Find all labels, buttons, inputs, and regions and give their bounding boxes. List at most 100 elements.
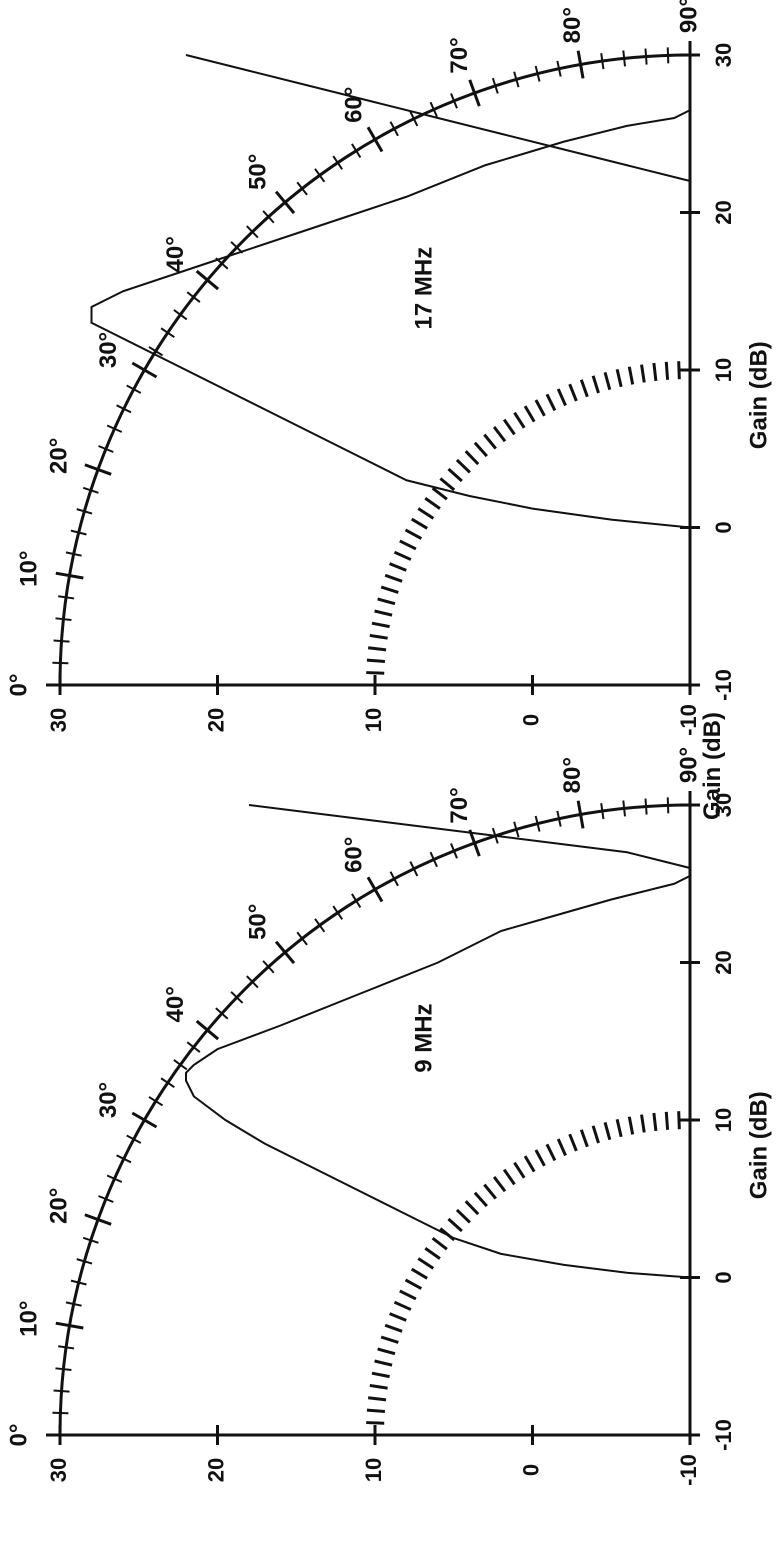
arc-tick — [82, 486, 99, 494]
reference-arc-tick — [534, 1149, 546, 1167]
reference-arc-tick — [534, 399, 546, 417]
arc-tick — [389, 121, 399, 137]
y-tick-label: 10 — [361, 1458, 386, 1482]
arc-tick — [351, 893, 362, 909]
reference-arc-tick — [591, 1125, 600, 1144]
arc-tick — [296, 931, 308, 946]
arc-tick — [230, 991, 244, 1004]
arc-tick — [409, 111, 419, 127]
arc-tick — [173, 309, 188, 321]
arc-tick — [186, 291, 201, 303]
angle-label: 70° — [446, 787, 473, 823]
arc-tick — [274, 190, 296, 215]
x-tick-label: 30 — [711, 43, 736, 67]
y-tick-label: 30 — [46, 708, 71, 732]
y-tick-label: 0 — [518, 1464, 543, 1476]
reference-arc-tick — [424, 1247, 441, 1260]
angle-label: 60° — [340, 837, 367, 873]
arc-tick — [450, 93, 458, 109]
arc-tick — [351, 143, 362, 159]
arc-tick — [98, 1195, 114, 1203]
arc-tick — [600, 803, 605, 820]
arc-tick — [58, 1345, 75, 1350]
reference-arc-tick — [367, 646, 387, 652]
reference-arc-tick — [410, 1267, 428, 1280]
arc-tick — [106, 1174, 123, 1183]
arc-tick — [622, 50, 626, 67]
arc-tick — [576, 50, 585, 79]
y-tick-label: 0 — [518, 714, 543, 726]
reference-arc-tick — [455, 458, 471, 474]
reference-arc-tick — [615, 1118, 623, 1138]
reference-arc-tick — [377, 1347, 396, 1356]
reference-arc-tick — [366, 1421, 385, 1425]
reference-arc-tick — [640, 1114, 646, 1133]
reference-arc-tick — [404, 1278, 423, 1290]
arc-tick — [76, 1258, 93, 1265]
reference-arc-tick — [627, 1116, 635, 1135]
arc-tick — [450, 843, 458, 859]
angle-label: 30° — [95, 332, 122, 368]
y-tick-label: 20 — [203, 708, 228, 732]
reference-arc-tick — [502, 418, 516, 436]
reference-arc-tick — [367, 1396, 387, 1402]
reference-arc-tick — [377, 597, 396, 606]
arc-tick — [366, 876, 384, 903]
reference-arc-tick — [652, 362, 658, 382]
angle-label: 60° — [340, 87, 367, 123]
shared-ylabel: Gain (dB) — [699, 712, 726, 820]
arc-tick — [82, 1236, 99, 1244]
arc-tick — [53, 1389, 70, 1393]
reference-arc-tick — [664, 1111, 670, 1130]
angle-label: 20° — [46, 438, 73, 474]
arc-tick — [429, 101, 438, 118]
reference-arc-tick — [545, 393, 557, 412]
arc-tick — [534, 815, 541, 832]
reference-arc-tick — [502, 1168, 516, 1186]
reference-arc-tick — [424, 497, 441, 510]
arc-tick — [195, 1019, 220, 1041]
reference-arc-tick — [664, 361, 670, 380]
arc-tick — [173, 1059, 188, 1071]
reference-arc-tick — [417, 507, 435, 520]
reference-arc-tick — [431, 1237, 448, 1251]
angle-label: 10° — [16, 551, 43, 587]
reference-arc-tick — [384, 573, 403, 583]
chart-panel-9mhz: Gain (dB) 0° 10° 20° 30° 40° 50° 60° 70° 80° 90° -… — [5, 712, 772, 1486]
reference-arc-tick — [431, 487, 448, 501]
reference-arc-tick — [393, 1300, 412, 1311]
arc-tick — [126, 1134, 142, 1144]
reference-arc-tick — [417, 1257, 435, 1270]
reference-arc-tick — [374, 609, 393, 617]
angle-label: 80° — [559, 7, 586, 43]
arc-tick — [468, 829, 481, 857]
arc-tick — [262, 960, 275, 974]
reference-arc-tick — [523, 1155, 536, 1173]
arc-tick — [186, 1041, 201, 1053]
reference-arc-tick — [677, 1111, 681, 1130]
arc-tick — [195, 269, 220, 291]
angle-label: 20° — [46, 1188, 73, 1224]
panel-title: 9 MHz — [411, 1003, 438, 1072]
angle-label: 70° — [446, 37, 473, 73]
reference-arc-tick — [603, 371, 612, 391]
reference-arc-tick — [366, 1408, 386, 1414]
x-tick-label: 0 — [711, 521, 736, 533]
reference-arc-tick — [677, 361, 681, 380]
x-tick-label: 0 — [711, 1271, 736, 1283]
arc-tick — [160, 327, 175, 339]
angle-label: 0° — [5, 674, 32, 697]
arc-tick — [576, 800, 585, 829]
angle-label: 40° — [162, 986, 189, 1022]
angle-label: 0° — [5, 1424, 32, 1447]
arc-tick — [366, 126, 384, 153]
arc-tick — [52, 661, 69, 665]
reference-arc-tick — [523, 405, 536, 423]
reference-arc-tick — [652, 1112, 658, 1132]
arc-tick — [644, 798, 648, 815]
reference-arc-tick — [464, 450, 480, 466]
arc-tick — [666, 797, 670, 814]
arc-tick — [556, 810, 562, 827]
arc-tick — [314, 918, 326, 933]
reference-arc-tick — [380, 585, 399, 594]
